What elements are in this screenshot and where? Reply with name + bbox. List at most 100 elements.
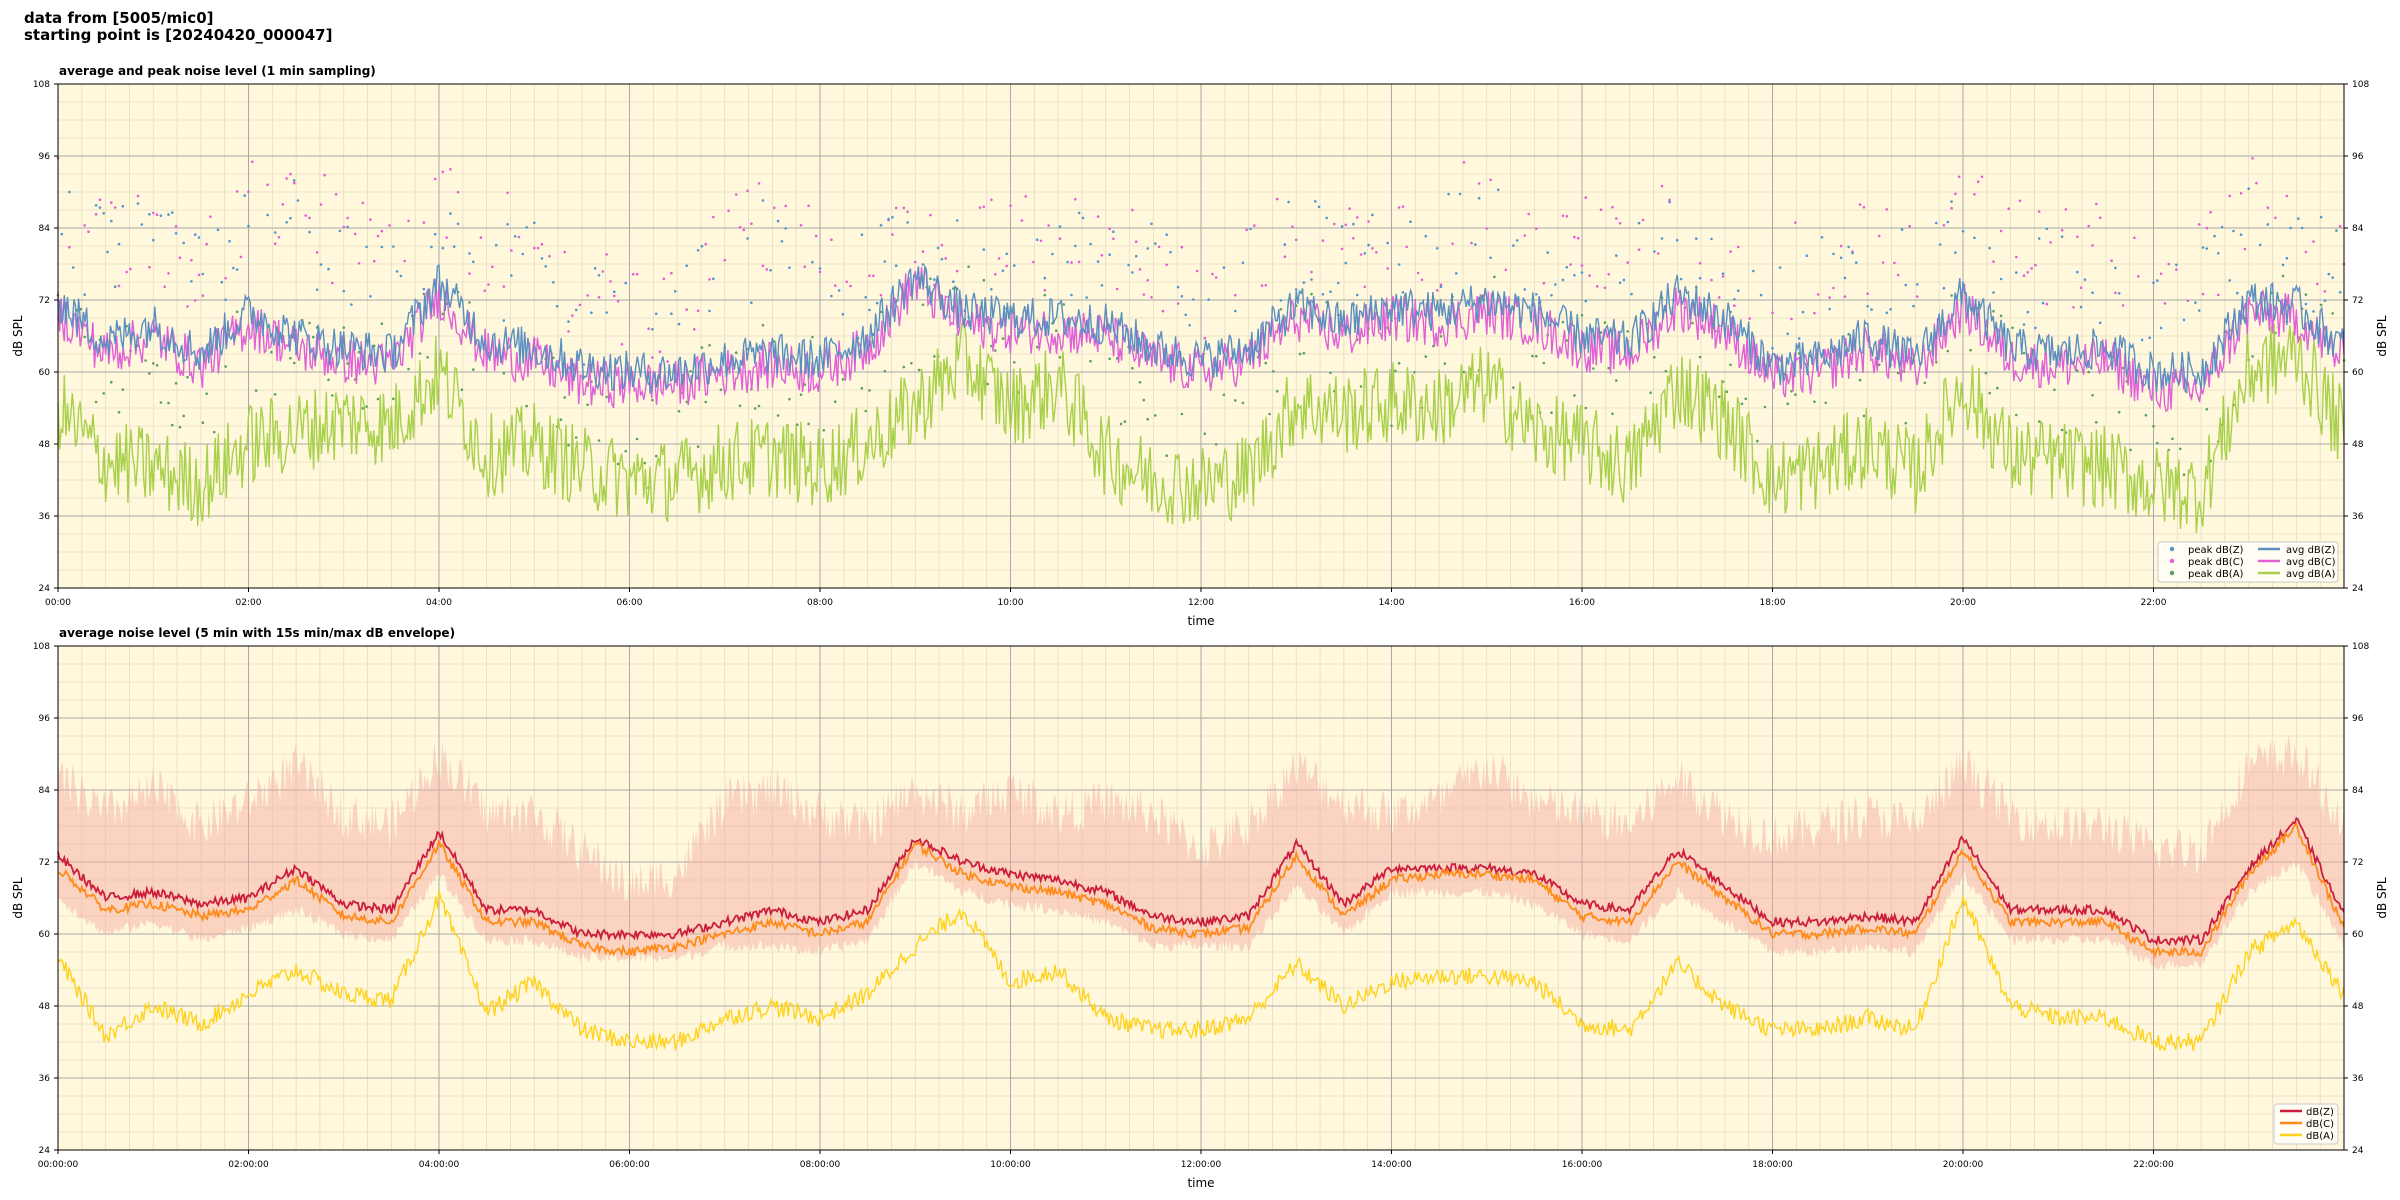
peak-point (1371, 213, 1374, 217)
peak-point (887, 217, 890, 221)
peak-point (1413, 371, 1416, 374)
peak-point (746, 237, 749, 240)
legend-entry: avg dB(Z) (2286, 545, 2336, 556)
peak-point (136, 194, 140, 198)
peak-point (1058, 356, 1062, 359)
peak-point (395, 270, 399, 273)
peak-point (106, 250, 109, 254)
peak-point (1626, 261, 1629, 264)
y-tick-label: 24 (39, 1146, 51, 1156)
y-axis-label-right: dB SPL (2375, 877, 2389, 919)
peak-point (71, 266, 75, 269)
peak-point (1435, 247, 1439, 250)
peak-point (479, 236, 483, 239)
peak-point (536, 246, 540, 250)
peak-point (1938, 243, 1942, 246)
peak-point (940, 243, 944, 247)
y-tick-label-right: 108 (2352, 80, 2369, 90)
peak-point (1877, 363, 1881, 367)
peak-point (1999, 229, 2003, 233)
x-tick-label: 06:00:00 (609, 1160, 650, 1170)
peak-point (1336, 281, 1340, 285)
peak-point (2087, 224, 2090, 228)
peak-point (689, 370, 692, 373)
a5-line (57, 890, 2345, 1052)
peak-point (1096, 215, 1100, 218)
x-axis-label: time (1187, 614, 1214, 628)
peak-point (224, 365, 227, 368)
peak-point (761, 264, 765, 268)
peak-point (1992, 291, 1995, 294)
peak-point (1214, 443, 1218, 446)
peak-point (1950, 200, 1953, 203)
y-tick-label: 36 (39, 1074, 51, 1084)
peak-point (952, 280, 955, 284)
peak-point (1797, 337, 1801, 340)
peak-point (2144, 413, 2148, 417)
peak-point (2175, 263, 2178, 267)
peak-point (1889, 308, 1892, 311)
peak-point (1504, 268, 1508, 272)
peak-point (533, 221, 536, 225)
peak-point (1515, 239, 1519, 242)
x-tick-label: 14:00 (1379, 598, 1405, 608)
legend-marker (2169, 546, 2175, 552)
peak-point (1973, 236, 1976, 240)
peak-point (331, 281, 334, 285)
x-tick-label: 12:00 (1188, 598, 1214, 608)
peak-point (2034, 263, 2037, 267)
peak-point (2319, 215, 2323, 219)
peak-point (2079, 305, 2083, 309)
y-tick-label-right: 60 (2352, 368, 2364, 378)
peak-point (1260, 284, 1264, 287)
peak-point (1352, 222, 1355, 226)
peak-point (433, 177, 437, 181)
peak-point (616, 462, 620, 466)
peak-point (955, 269, 959, 273)
peak-point (1032, 260, 1035, 264)
peak-point (296, 199, 300, 202)
peak-point (1535, 293, 1538, 296)
peak-point (1035, 345, 1039, 349)
peak-point (1024, 195, 1027, 198)
peak-point (94, 213, 98, 216)
peak-point (593, 267, 597, 270)
peak-point (1005, 252, 1008, 256)
peak-point (1824, 401, 1828, 405)
peak-point (2209, 210, 2212, 214)
peak-point (746, 189, 749, 193)
peak-point (1839, 256, 1843, 260)
peak-point (883, 369, 887, 373)
peak-point (986, 382, 989, 386)
peak-point (1013, 264, 1016, 267)
peak-point (327, 267, 330, 271)
peak-point (422, 292, 426, 296)
peak-point (285, 177, 288, 180)
peak-point (1653, 356, 1656, 359)
peak-point (388, 224, 391, 227)
peak-point (346, 362, 349, 365)
min-max-envelope (58, 734, 2344, 970)
peak-point (1996, 386, 1999, 390)
peak-point (1573, 394, 1576, 397)
peak-point (1138, 381, 1142, 384)
peak-point (167, 401, 170, 405)
peak-point (2114, 291, 2117, 295)
peak-point (1736, 289, 1740, 293)
peak-point (1554, 283, 1557, 286)
peak-point (666, 360, 669, 363)
peak-point (1329, 290, 1332, 294)
peak-point (2304, 293, 2308, 296)
peak-point (2137, 275, 2140, 278)
peak-point (811, 260, 814, 264)
peak-point (563, 250, 566, 254)
peak-point (1317, 205, 1321, 209)
peak-point (1310, 270, 1313, 274)
peak-point (799, 393, 803, 397)
peak-point (1744, 397, 1748, 401)
legend-entry: peak dB(A) (2188, 569, 2244, 580)
peak-point (94, 204, 98, 207)
peak-point (1443, 362, 1447, 365)
peak-point (2300, 226, 2304, 230)
peak-point (822, 429, 826, 432)
